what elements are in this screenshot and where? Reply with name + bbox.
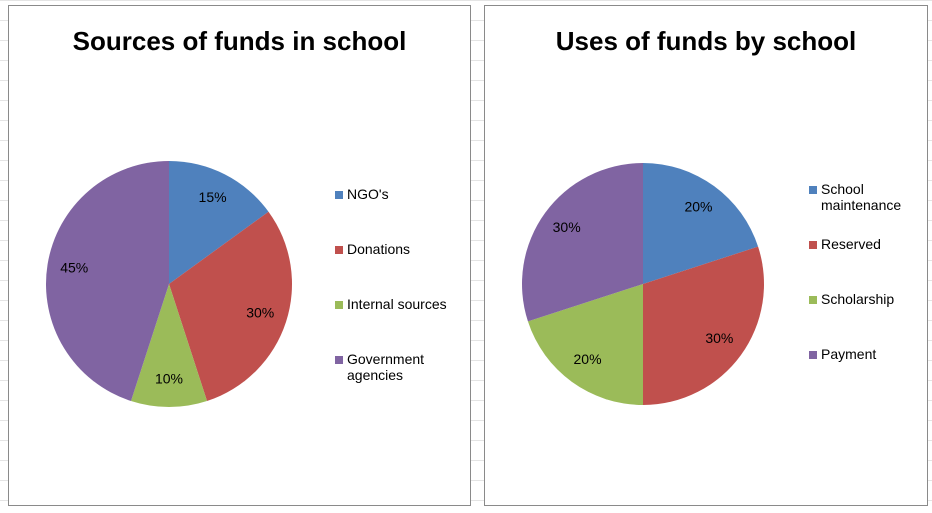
pie-chart: 15% 30% 10% 45% bbox=[46, 161, 292, 407]
legend-item: Government agencies bbox=[335, 351, 465, 383]
legend-item: Payment bbox=[809, 346, 932, 362]
chart-panel: Sources of funds in school 15% 30% 10% 45% NG… bbox=[8, 5, 471, 506]
pie-slice bbox=[643, 246, 764, 405]
legend-item: NGO's bbox=[335, 186, 465, 202]
legend-swatch bbox=[335, 246, 343, 254]
chart-panel: Uses of funds by school 20% 30% 20% 30% Schoo… bbox=[484, 5, 928, 506]
data-label: 30% bbox=[553, 219, 581, 235]
legend-swatch bbox=[809, 241, 817, 249]
legend-label: School maintenance bbox=[821, 181, 902, 213]
legend-item: Donations bbox=[335, 241, 465, 257]
legend-label: Donations bbox=[347, 241, 411, 257]
legend-label: Government agencies bbox=[347, 351, 425, 383]
chart-title: Uses of funds by school bbox=[555, 26, 857, 56]
legend-label: NGO's bbox=[347, 186, 389, 202]
pie-slice bbox=[527, 284, 643, 405]
legend-swatch bbox=[809, 186, 817, 194]
legend-item: Internal sources bbox=[335, 296, 465, 312]
legend-swatch bbox=[335, 191, 343, 199]
legend-item: Reserved bbox=[809, 236, 932, 252]
legend-item: Scholarship bbox=[809, 291, 932, 307]
pie-slice bbox=[169, 161, 269, 284]
chart-title: Sources of funds in school bbox=[72, 26, 407, 56]
legend-label: Internal sources bbox=[347, 296, 447, 312]
data-label: 20% bbox=[574, 351, 602, 367]
legend-label: Scholarship bbox=[821, 291, 895, 307]
pie-slice bbox=[46, 161, 169, 401]
legend-item: School maintenance bbox=[809, 181, 932, 213]
pie-slice bbox=[522, 163, 643, 322]
data-label: 10% bbox=[155, 371, 183, 387]
legend-swatch bbox=[809, 296, 817, 304]
legend-label: Reserved bbox=[821, 236, 881, 252]
legend-swatch bbox=[335, 356, 343, 364]
data-label: 45% bbox=[60, 260, 88, 276]
data-label: 15% bbox=[199, 189, 227, 205]
pie-slice bbox=[643, 163, 759, 284]
data-label: 30% bbox=[246, 304, 274, 320]
pie-slice bbox=[130, 284, 208, 407]
data-label: 20% bbox=[684, 198, 712, 214]
legend-swatch bbox=[335, 301, 343, 309]
pie-slice bbox=[169, 211, 292, 401]
legend-swatch bbox=[809, 351, 817, 359]
data-label: 30% bbox=[705, 330, 733, 346]
pie-chart: 20% 30% 20% 30% bbox=[522, 163, 764, 405]
legend-label: Payment bbox=[821, 346, 877, 362]
